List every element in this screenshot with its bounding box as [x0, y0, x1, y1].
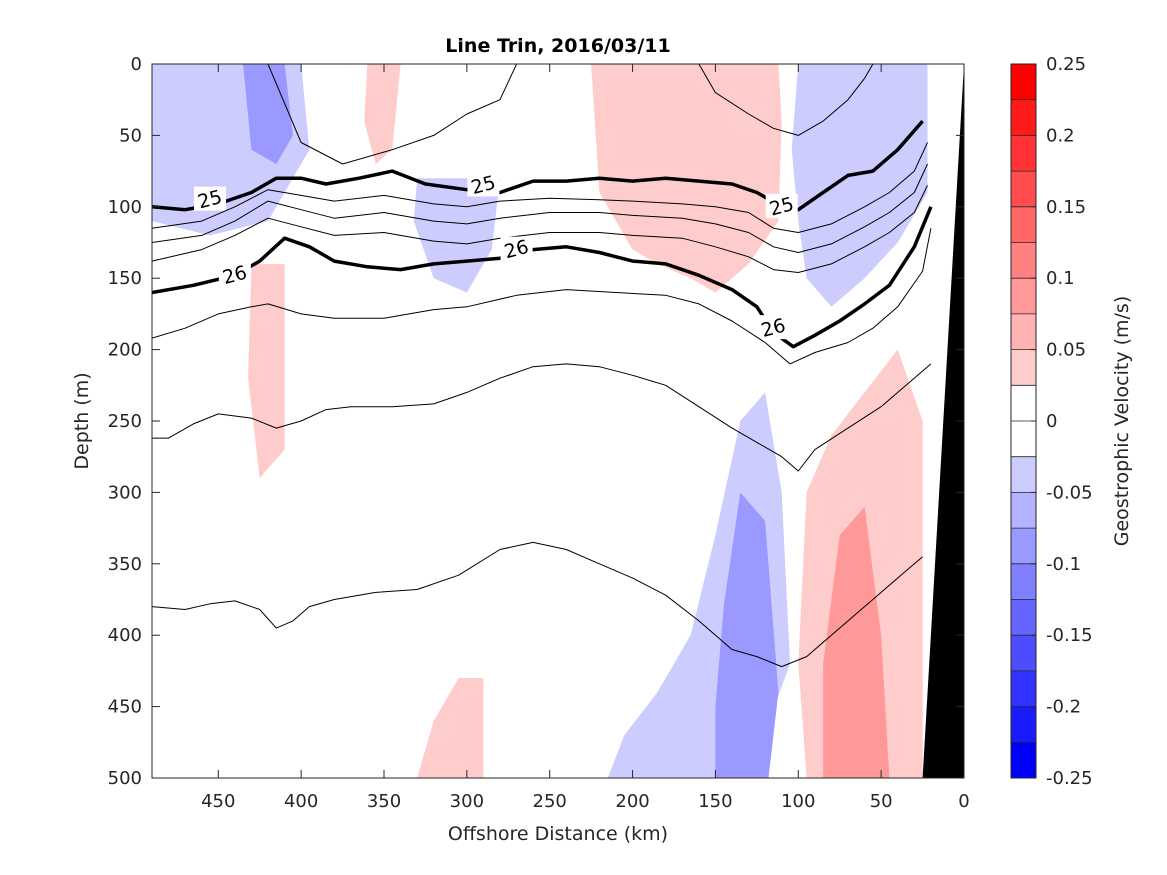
isopycnal-25: [152, 119, 924, 212]
colorbar-swatch: [1011, 742, 1036, 779]
colorbar-tick-label: 0: [1046, 411, 1057, 432]
velocity-region-neg-west-430: [243, 64, 293, 164]
contour-label-bg: [765, 193, 798, 218]
y-tick-label: 100: [108, 197, 142, 218]
y-tick-label: 400: [108, 625, 142, 646]
colorbar-tick-label: -0.25: [1046, 768, 1093, 789]
colorbar-swatch: [1011, 563, 1036, 600]
colorbar-swatch: [1011, 385, 1036, 422]
x-tick-label: 150: [698, 791, 732, 812]
x-axis-label: Offshore Distance (km): [448, 823, 668, 845]
y-tick-label: 450: [108, 697, 142, 718]
isopycnal-25-2: [152, 142, 928, 233]
velocity-region-pos-west-360: [364, 64, 401, 164]
colorbar-tick-label: 0.2: [1046, 125, 1075, 146]
contour-label-bg: [757, 315, 790, 340]
y-tick-label: 0: [131, 54, 142, 75]
x-tick-label: 350: [367, 791, 401, 812]
velocity-region-neg-deep-core: [715, 492, 779, 778]
isopycnal-26-6: [152, 363, 932, 472]
colorbar-swatch: [1011, 278, 1036, 315]
isopycnal-26-8: [152, 541, 923, 668]
y-tick-label: 200: [108, 340, 142, 361]
velocity-region-neg-outer-80: [791, 64, 928, 307]
colorbar-swatch: [1011, 349, 1036, 386]
colorbar-swatch: [1011, 313, 1036, 351]
velocity-regions: [152, 64, 928, 778]
isopycnal-24-5: [267, 64, 518, 165]
contour-label-bg: [194, 186, 226, 211]
colorbar-swatch: [1011, 64, 1036, 101]
bathymetry: [922, 64, 964, 778]
colorbar-tick-label: 0.05: [1046, 340, 1086, 361]
x-tick-label: 0: [958, 791, 969, 812]
velocity-region-pos-west-420: [248, 263, 285, 479]
colorbar-tick-label: 0.1: [1046, 268, 1075, 289]
colorbar-swatch: [1011, 528, 1036, 565]
colorbar-tick-label: -0.2: [1046, 697, 1081, 718]
x-tick-label: 300: [450, 791, 484, 812]
y-tick-label: 250: [108, 411, 142, 432]
colorbar-tick-label: 0.15: [1046, 197, 1086, 218]
x-tick-label: 50: [870, 791, 893, 812]
velocity-region-pos-deep-west: [417, 678, 484, 778]
x-tick-label: 200: [615, 791, 649, 812]
contour-label-bg: [500, 236, 533, 261]
colorbar-tick-label: -0.1: [1046, 554, 1081, 575]
contour-label-bg: [467, 172, 500, 197]
colorbar-tick-label: -0.05: [1046, 482, 1093, 503]
colorbar-swatch: [1011, 135, 1036, 172]
x-tick-label: 450: [201, 791, 235, 812]
contour-label-bg: [218, 262, 251, 287]
colorbar-swatch: [1011, 171, 1036, 208]
colorbar-label: Geostrophic Velocity (m/s): [1111, 296, 1133, 546]
x-tick-label: 100: [781, 791, 815, 812]
colorbar-swatch: [1011, 242, 1036, 279]
colorbar: 0.25 0.2 0.15 0.1 0.05 0 -0.05 -0.1 -0.15 -0.2 -0.…: [1010, 54, 1093, 789]
y-tick-label: 300: [108, 482, 142, 503]
isopycnal-27: [698, 64, 874, 136]
isopycnal-26-3: [152, 228, 932, 365]
colorbar-swatch: [1011, 706, 1036, 743]
colorbar-tick-label: 0.25: [1046, 54, 1086, 75]
y-tick-label: 150: [108, 268, 142, 289]
x-tick-label: 400: [284, 791, 318, 812]
x-tick-label: 250: [533, 791, 567, 812]
colorbar-swatch: [1011, 421, 1036, 458]
isopycnal-25-4: [152, 163, 928, 253]
velocity-region-pos-deep-core: [823, 506, 890, 778]
y-tick-label: 350: [108, 554, 142, 575]
bathymetry-shape: [922, 64, 964, 778]
isopycnal-26: [152, 206, 933, 349]
chart-title: Line Trin, 2016/03/11: [445, 35, 670, 57]
isopycnal-25-6: [152, 185, 928, 273]
y-tick-label: 50: [119, 125, 142, 146]
colorbar-swatch: [1011, 492, 1036, 529]
colorbar-swatch: [1011, 456, 1036, 493]
colorbar-swatch: [1011, 99, 1036, 136]
colorbar-tick-label: -0.15: [1046, 625, 1093, 646]
colorbar-swatch: [1011, 670, 1036, 708]
y-axis-label: Depth (m): [71, 372, 93, 469]
y-tick-label: 500: [108, 768, 142, 789]
plot-axes: 450 400 350 300 250 200 150 100 50 00501001502002…: [108, 54, 970, 812]
colorbar-swatch: [1011, 599, 1036, 636]
colorbar-swatch: [1011, 635, 1036, 672]
colorbar-swatch: [1011, 206, 1036, 243]
